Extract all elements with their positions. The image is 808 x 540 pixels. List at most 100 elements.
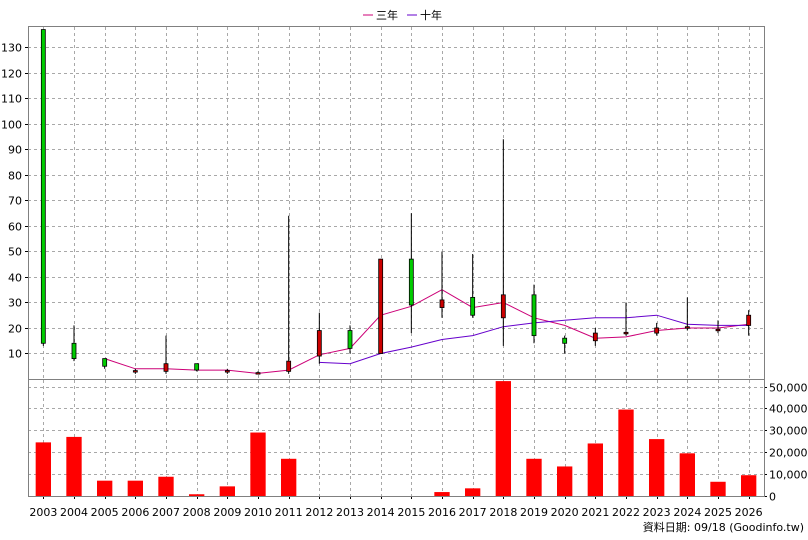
price-y-tick-label: 50 — [8, 246, 22, 259]
volume-bar — [189, 494, 205, 496]
candle-body — [163, 363, 169, 372]
candle-body — [132, 370, 138, 373]
candle-body — [500, 294, 506, 319]
volume-bar — [434, 492, 450, 496]
x-tick-label: 2008 — [183, 506, 211, 519]
x-tick-label: 2025 — [704, 506, 732, 519]
candle-body — [316, 330, 322, 357]
candle-body — [470, 296, 476, 316]
legend: 三年 十年 — [363, 8, 442, 22]
volume-bar — [649, 439, 665, 496]
candle-body — [40, 29, 46, 344]
legend-label-ten-year: 十年 — [420, 8, 442, 22]
candle-body — [531, 294, 537, 337]
candle-body — [71, 342, 77, 359]
volume-bars — [35, 381, 757, 496]
x-tick-label: 2005 — [91, 506, 119, 519]
price-y-tick-label: 70 — [8, 195, 22, 208]
footer-source: 資料日期: 09/18 (Goodinfo.tw) — [643, 520, 804, 534]
price-y-tick-label: 110 — [1, 93, 22, 106]
legend-label-three-year: 三年 — [376, 8, 398, 22]
volume-bar — [679, 453, 695, 496]
x-tick-label: 2006 — [121, 506, 149, 519]
volume-y-tick-label: 50,000 — [769, 382, 808, 395]
x-tick-label: 2014 — [367, 506, 395, 519]
volume-y-tick-label: 40,000 — [769, 403, 808, 416]
volume-bar — [127, 480, 143, 496]
candle-body — [715, 328, 721, 332]
candle-body — [255, 372, 261, 375]
candle-body — [347, 330, 353, 349]
volume-bar — [587, 443, 603, 496]
price-y-tick-label: 40 — [8, 272, 22, 285]
volume-bar — [495, 381, 511, 496]
x-tick-label: 2009 — [213, 506, 241, 519]
price-y-tick-label: 10 — [8, 348, 22, 361]
chart-frame — [28, 26, 765, 497]
price-y-axis: 10 20 30 40 50 60 70 80 90 100 110 120 130 — [1, 42, 28, 361]
x-tick-label: 2004 — [60, 506, 88, 519]
price-y-tick-label: 80 — [8, 170, 22, 183]
x-tick-label: 2012 — [305, 506, 333, 519]
x-tick-label: 2011 — [275, 506, 303, 519]
price-y-tick-label: 130 — [1, 42, 22, 55]
volume-bar — [35, 442, 51, 496]
candle-body — [224, 370, 230, 373]
price-y-tick-label: 20 — [8, 323, 22, 336]
x-tick-label: 2021 — [581, 506, 609, 519]
candle-body — [439, 299, 445, 308]
candle-body — [746, 314, 752, 326]
candle-body — [286, 360, 292, 372]
volume-bar — [66, 436, 82, 496]
candlesticks — [40, 29, 752, 375]
volume-bar — [741, 475, 757, 496]
x-tick-label: 2024 — [673, 506, 701, 519]
x-tick-label: 2020 — [551, 506, 579, 519]
price-y-tick-label: 100 — [1, 119, 22, 132]
candle-body — [684, 326, 690, 329]
x-tick-label: 2010 — [244, 506, 272, 519]
candle-body — [102, 358, 108, 367]
price-y-tick-label: 30 — [8, 297, 22, 310]
volume-bar — [281, 458, 297, 496]
candle-body — [562, 337, 568, 344]
x-tick-label: 2023 — [643, 506, 671, 519]
x-tick-label: 2018 — [489, 506, 517, 519]
volume-bar — [710, 481, 726, 496]
candle-body — [623, 331, 629, 335]
volume-y-tick-label: 30,000 — [769, 425, 808, 438]
candle-body — [194, 363, 200, 371]
x-tick-label: 2015 — [397, 506, 425, 519]
volume-bar — [250, 432, 266, 496]
price-y-tick-label: 90 — [8, 144, 22, 157]
volume-y-tick-label: 10,000 — [769, 469, 808, 482]
volume-bar — [465, 488, 481, 496]
x-tick-label: 2026 — [735, 506, 763, 519]
candle-body — [408, 258, 414, 306]
candle-body — [654, 327, 660, 334]
price-y-tick-label: 120 — [1, 68, 22, 81]
volume-bar — [526, 458, 542, 496]
volume-y-axis: 0 10,000 20,000 30,000 40,000 50,000 — [764, 382, 808, 504]
x-tick-label: 2022 — [612, 506, 640, 519]
price-y-tick-label: 60 — [8, 221, 22, 234]
volume-bar — [97, 480, 113, 496]
x-tick-label: 2019 — [520, 506, 548, 519]
x-tick-label: 2007 — [152, 506, 180, 519]
volume-y-tick-label: 20,000 — [769, 447, 808, 460]
x-axis: 2003 2004 2005 2006 2007 2008 2009 2010 2011 2012… — [29, 496, 763, 519]
candle-body — [592, 332, 598, 342]
x-tick-label: 2016 — [428, 506, 456, 519]
ma-line — [104, 289, 749, 374]
candle-body — [378, 258, 384, 354]
volume-y-tick-label: 0 — [769, 491, 776, 504]
volume-bar — [557, 466, 573, 496]
price-grid — [28, 27, 764, 379]
volume-bar — [158, 476, 174, 496]
x-tick-label: 2003 — [29, 506, 57, 519]
volume-bar — [219, 486, 235, 496]
x-tick-label: 2017 — [459, 506, 487, 519]
volume-bar — [618, 409, 634, 496]
x-tick-label: 2013 — [336, 506, 364, 519]
